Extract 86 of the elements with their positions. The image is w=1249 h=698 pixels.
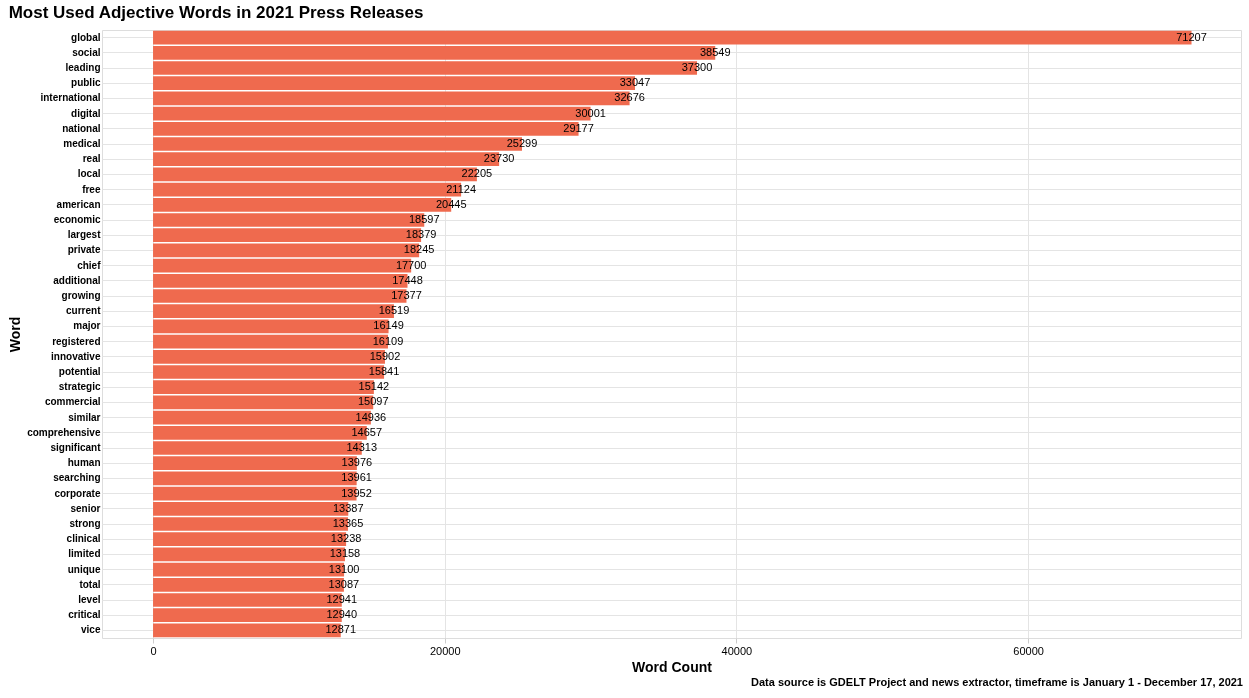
- data-label: 21124: [446, 182, 476, 195]
- y-tick-label: innovative: [51, 350, 101, 362]
- y-tick-label: international: [40, 92, 101, 104]
- data-label: 14936: [355, 410, 387, 423]
- data-label: 17377: [391, 289, 422, 301]
- y-tick-label: clinical: [66, 533, 101, 545]
- y-tick-label: economic: [53, 214, 101, 225]
- data-label: 13976: [341, 456, 373, 469]
- x-axis-title: Word Count: [632, 658, 713, 675]
- y-tick-label: potential: [58, 366, 101, 377]
- data-label: 30001: [575, 106, 606, 119]
- data-label: 13387: [332, 501, 364, 514]
- y-tick-label: corporate: [54, 487, 101, 499]
- y-tick-label: leading: [65, 62, 101, 73]
- y-tick-label: limited: [68, 548, 101, 560]
- data-label: 14313: [346, 441, 378, 453]
- data-label: 22205: [461, 167, 493, 180]
- data-label: 15841: [368, 365, 400, 377]
- source-note: Data source is GDELT Project and news extractor, timeframe is January 1 - December 17, 2021: [750, 676, 1244, 688]
- data-label: 16519: [378, 304, 410, 317]
- y-tick-label: real: [82, 153, 101, 165]
- y-tick-label: growing: [61, 290, 101, 301]
- y-tick-label: unique: [67, 563, 101, 575]
- y-tick-label: vice: [81, 624, 101, 636]
- data-label: 13158: [329, 547, 361, 560]
- data-label: 33047: [619, 76, 651, 89]
- y-tick-label: medical: [63, 138, 101, 149]
- y-axis-title: Word: [7, 316, 24, 353]
- y-tick-label: social: [72, 46, 101, 58]
- y-tick-label: comprehensive: [27, 426, 101, 438]
- y-tick-label: strong: [69, 518, 101, 529]
- y-tick-label: strategic: [58, 381, 101, 393]
- data-label: 37300: [681, 61, 713, 73]
- y-tick-label: global: [71, 31, 101, 43]
- y-tick-label: digital: [71, 107, 101, 119]
- y-tick-label: public: [71, 77, 101, 89]
- y-tick-label: largest: [67, 229, 102, 241]
- y-tick-label: chief: [77, 259, 102, 271]
- y-tick-label: significant: [50, 442, 102, 453]
- data-label: 18245: [403, 243, 435, 256]
- y-tick-label: commercial: [44, 396, 101, 408]
- data-label: 13952: [341, 486, 372, 499]
- data-label: 13087: [328, 577, 360, 590]
- y-tick-label: additional: [53, 274, 101, 286]
- data-label: 32676: [614, 91, 645, 104]
- y-tick-label: level: [78, 594, 101, 605]
- data-label: 25299: [506, 137, 538, 149]
- y-tick-label: local: [77, 168, 101, 180]
- data-label: 13100: [328, 562, 360, 575]
- x-tick-label: 20000: [429, 644, 461, 657]
- data-label: 13961: [341, 471, 372, 484]
- y-tick-label: private: [67, 244, 101, 256]
- data-label: 13365: [332, 517, 364, 529]
- data-label: 17448: [392, 273, 423, 286]
- y-tick-label: free: [82, 183, 101, 195]
- data-label: 15142: [358, 380, 390, 393]
- data-label: 23730: [483, 152, 515, 165]
- data-label: 12940: [326, 608, 358, 621]
- data-label: 20445: [435, 197, 467, 210]
- x-tick-label: 60000: [1013, 644, 1044, 657]
- y-tick-label: similar: [68, 411, 101, 423]
- data-label: 18597: [408, 213, 440, 225]
- y-tick-label: major: [73, 320, 101, 332]
- y-tick-label: critical: [68, 609, 101, 621]
- data-label: 15902: [369, 349, 401, 362]
- data-label: 12871: [325, 623, 357, 636]
- data-label: 71207: [1176, 30, 1207, 43]
- y-tick-label: searching: [53, 472, 101, 484]
- x-tick-label: 0: [150, 644, 157, 657]
- y-tick-label: national: [62, 122, 101, 134]
- data-label: 12941: [326, 593, 358, 605]
- y-tick-label: total: [79, 578, 101, 590]
- data-label: 16109: [372, 334, 404, 347]
- x-tick-label: 40000: [721, 644, 753, 657]
- y-tick-label: american: [56, 198, 101, 210]
- y-tick-label: human: [67, 457, 101, 469]
- y-tick-label: senior: [70, 502, 101, 514]
- data-label: 29177: [563, 121, 594, 134]
- data-label: 14657: [351, 425, 383, 438]
- data-label: 16149: [373, 319, 404, 332]
- chart-title: Most Used Adjective Words in 2021 Press Releases: [8, 3, 424, 22]
- data-label: 38549: [699, 45, 731, 58]
- data-label: 18379: [405, 228, 437, 241]
- y-tick-label: registered: [52, 335, 101, 347]
- data-label: 13238: [330, 532, 362, 545]
- y-tick-label: current: [66, 305, 102, 317]
